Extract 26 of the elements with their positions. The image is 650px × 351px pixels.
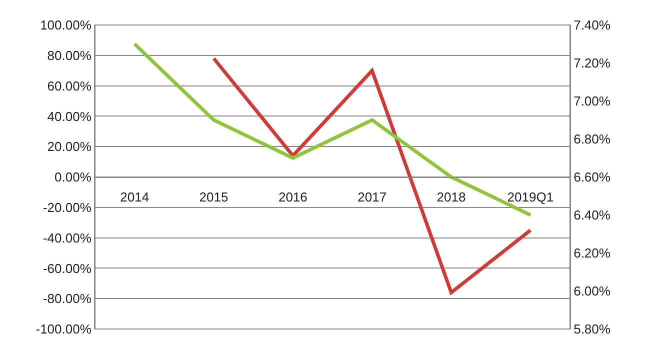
y2-tick-label: 7.20% [574,56,611,71]
y-tick-label: 0.00% [54,170,92,185]
y2-tick-label: 6.60% [574,170,611,185]
y-tick-label: -60.00% [42,260,92,276]
y2-tick-label: 6.40% [574,208,611,223]
x-tick-label: 2014 [120,190,150,205]
y-tick-label: -40.00% [42,230,92,246]
x-tick-label: 2016 [278,190,308,205]
y2-tick-label: 5.80% [574,322,611,337]
y2-tick-label: 7.40% [574,18,611,33]
y2-tick-label: 6.80% [574,132,611,147]
y2-tick-label: 6.00% [574,284,611,299]
x-tick-label: 2017 [358,190,387,205]
y-tick-label: -100.00% [36,322,92,337]
y2-tick-label: 7.00% [574,94,611,109]
y-tick-label: 80.00% [47,48,92,63]
y-tick-label: 100.00% [40,18,92,33]
y-tick-label: -20.00% [42,200,92,215]
y-tick-label: -80.00% [42,291,92,306]
x-tick-label: 2019Q1 [507,190,554,205]
x-tick-label: 2018 [436,190,466,205]
y-tick-label: 20.00% [47,139,92,154]
y2-tick-label: 6.20% [574,246,611,261]
y-tick-label: 60.00% [47,78,92,94]
x-tick-label: 2015 [199,190,228,205]
y-tick-label: 40.00% [47,108,92,124]
